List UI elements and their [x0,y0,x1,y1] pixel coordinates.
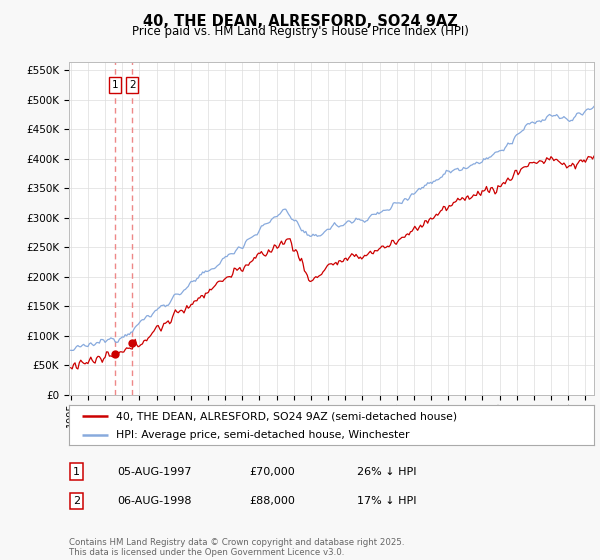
Text: Price paid vs. HM Land Registry's House Price Index (HPI): Price paid vs. HM Land Registry's House … [131,25,469,38]
Text: 40, THE DEAN, ALRESFORD, SO24 9AZ: 40, THE DEAN, ALRESFORD, SO24 9AZ [143,14,457,29]
Text: 17% ↓ HPI: 17% ↓ HPI [357,496,416,506]
Text: £88,000: £88,000 [249,496,295,506]
Text: Contains HM Land Registry data © Crown copyright and database right 2025.: Contains HM Land Registry data © Crown c… [69,538,404,547]
Text: 40, THE DEAN, ALRESFORD, SO24 9AZ (semi-detached house): 40, THE DEAN, ALRESFORD, SO24 9AZ (semi-… [116,411,457,421]
Text: This data is licensed under the Open Government Licence v3.0.: This data is licensed under the Open Gov… [69,548,344,557]
Text: 2: 2 [129,80,136,90]
Text: HPI: Average price, semi-detached house, Winchester: HPI: Average price, semi-detached house,… [116,430,410,440]
Text: 06-AUG-1998: 06-AUG-1998 [117,496,191,506]
Text: 1: 1 [73,466,80,477]
Text: 26% ↓ HPI: 26% ↓ HPI [357,466,416,477]
Text: 1: 1 [112,80,118,90]
Text: 2: 2 [73,496,80,506]
Text: 05-AUG-1997: 05-AUG-1997 [117,466,191,477]
Text: £70,000: £70,000 [249,466,295,477]
